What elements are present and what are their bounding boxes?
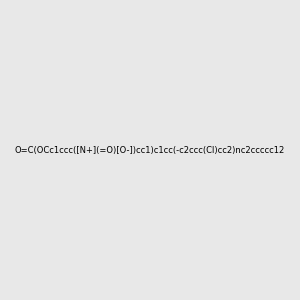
Text: O=C(OCc1ccc([N+](=O)[O-])cc1)c1cc(-c2ccc(Cl)cc2)nc2ccccc12: O=C(OCc1ccc([N+](=O)[O-])cc1)c1cc(-c2ccc… xyxy=(15,146,285,154)
